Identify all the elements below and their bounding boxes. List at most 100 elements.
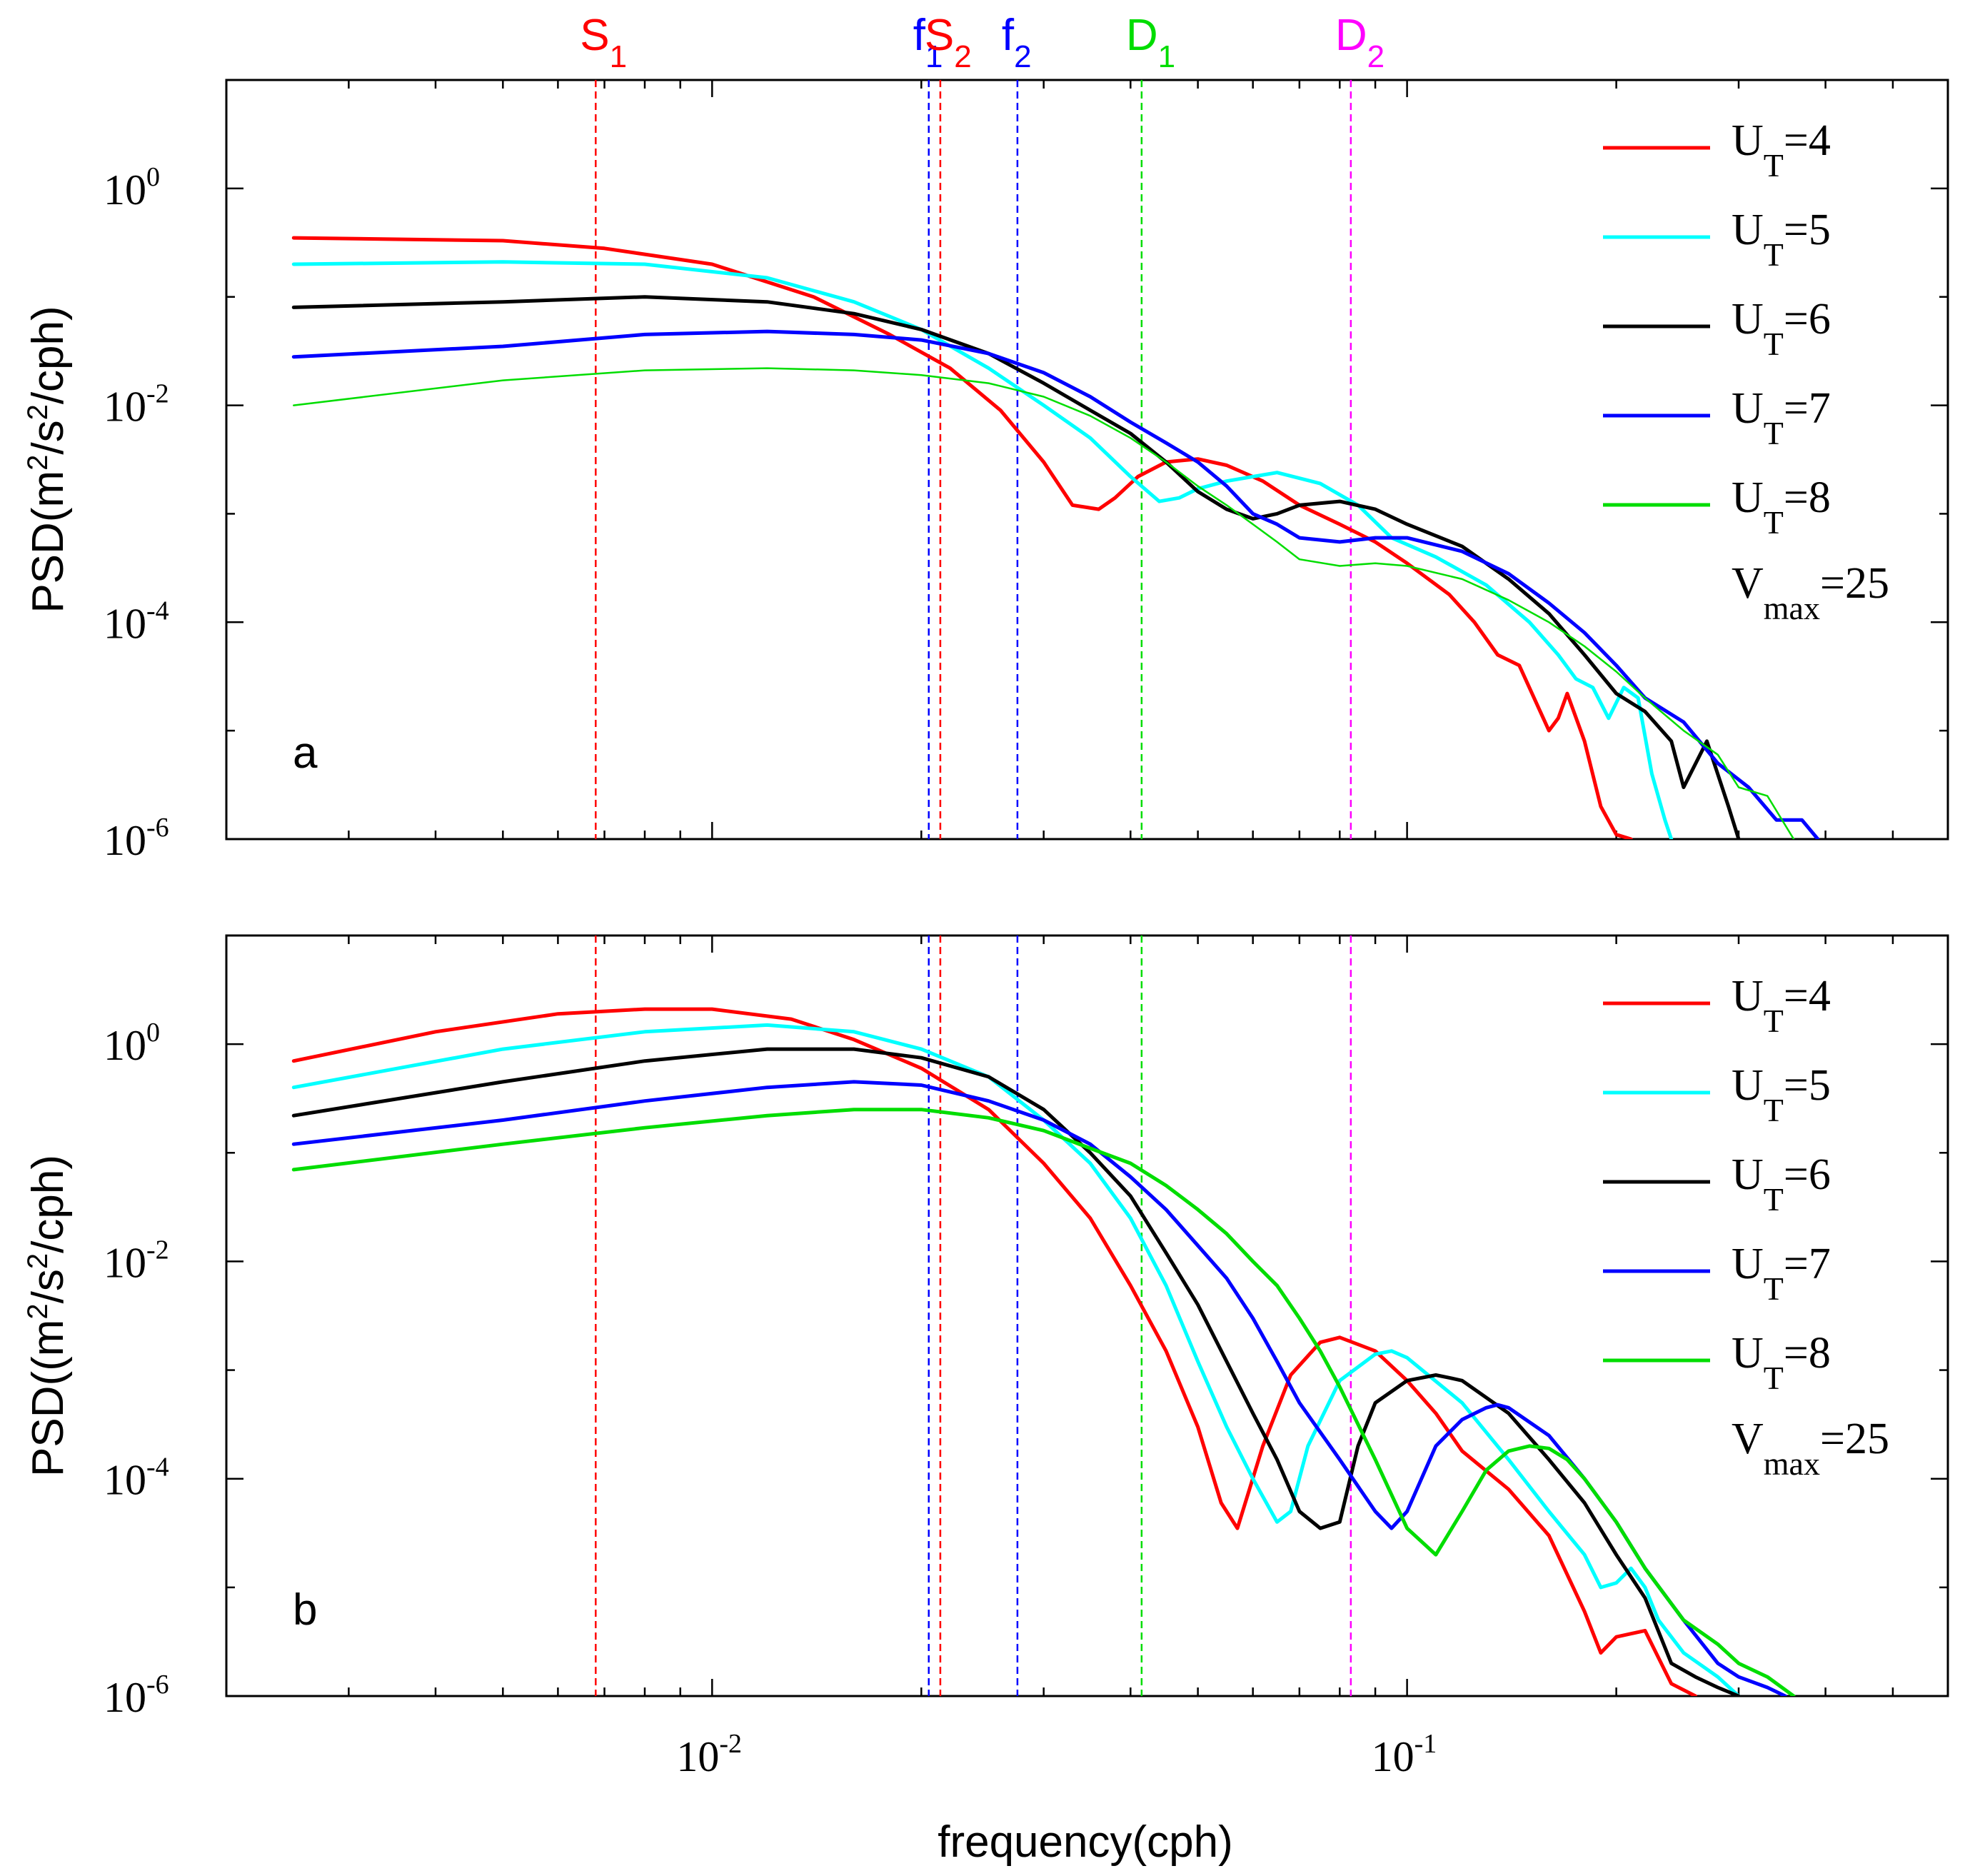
legend-rest: =7 bbox=[1784, 1240, 1831, 1288]
y-tick-label: 100 bbox=[104, 1018, 160, 1069]
vmax-main: V bbox=[1732, 559, 1764, 608]
ylabel-sup: 2 bbox=[22, 455, 54, 471]
reference-label-main: S bbox=[580, 11, 609, 60]
x-tick-label: 10-1 bbox=[1372, 1729, 1437, 1780]
ylabel-sup: 2 bbox=[22, 404, 54, 420]
x-axis-label: frequency(cph) bbox=[938, 1817, 1233, 1867]
x-tick-exponent: -1 bbox=[1414, 1729, 1437, 1759]
legend-main: U bbox=[1732, 1061, 1764, 1110]
vmax-annotation: Vmax=25 bbox=[1732, 559, 1889, 626]
legend-main: U bbox=[1732, 972, 1764, 1020]
y-tick-base: 10 bbox=[104, 1457, 146, 1504]
series-line-ut6 bbox=[291, 295, 1741, 839]
legend-main: U bbox=[1732, 116, 1764, 165]
ylabel-sup: 2 bbox=[22, 1303, 54, 1319]
legend-sub: T bbox=[1764, 415, 1784, 451]
legend-label-ut8: UT=8 bbox=[1732, 473, 1831, 541]
x-tick-label: 10-2 bbox=[676, 1729, 742, 1780]
ylabel-part: /s bbox=[24, 420, 73, 454]
ylabel-part: /s bbox=[24, 1269, 73, 1303]
legend-sub: T bbox=[1764, 1003, 1784, 1039]
legend-label-ut6: UT=6 bbox=[1732, 1150, 1831, 1218]
y-tick-base: 10 bbox=[104, 166, 146, 214]
y-tick-label: 10-4 bbox=[104, 596, 169, 647]
series-line-ut8 bbox=[293, 367, 1795, 839]
legend-label-ut4: UT=4 bbox=[1732, 972, 1831, 1039]
y-tick-exponent: 0 bbox=[146, 1018, 160, 1048]
series-line-ut5 bbox=[291, 260, 1674, 839]
vmax-main: V bbox=[1732, 1415, 1764, 1463]
y-tick-base: 10 bbox=[104, 1674, 146, 1721]
legend-main: U bbox=[1732, 1329, 1764, 1378]
y-tick-label: 100 bbox=[104, 162, 160, 214]
x-tick-exponent: -2 bbox=[719, 1729, 742, 1759]
plot-frame bbox=[225, 79, 1949, 841]
reference-label-d1: D1 bbox=[1126, 11, 1175, 74]
legend-main: U bbox=[1732, 206, 1764, 254]
y-tick-label: 10-2 bbox=[104, 379, 169, 431]
y-tick-exponent: -4 bbox=[146, 1453, 169, 1483]
y-tick-exponent: -6 bbox=[146, 813, 169, 843]
legend-label-ut5: UT=5 bbox=[1732, 206, 1831, 273]
legend-rest: =7 bbox=[1784, 384, 1831, 433]
y-tick-label: 10-6 bbox=[104, 1670, 169, 1721]
legend-sub: T bbox=[1764, 326, 1784, 362]
x-tick-base: 10 bbox=[1372, 1733, 1414, 1780]
reference-label-s1: S1 bbox=[580, 11, 627, 74]
reference-label-sub: 2 bbox=[954, 39, 971, 74]
legend-main: U bbox=[1732, 473, 1764, 522]
legend-sub: T bbox=[1764, 1092, 1784, 1128]
series-group bbox=[291, 1007, 1796, 1696]
legend-sub: T bbox=[1764, 1181, 1784, 1218]
vmax-sub: max bbox=[1764, 590, 1820, 626]
reference-label-main: S bbox=[925, 11, 954, 60]
legend-rest: =4 bbox=[1784, 116, 1831, 165]
reference-label-sub: 1 bbox=[925, 39, 943, 74]
ylabel-part: /cph) bbox=[24, 306, 73, 404]
legend-label-ut5: UT=5 bbox=[1732, 1061, 1831, 1128]
reference-label-sub: 2 bbox=[1014, 39, 1031, 74]
legend-sub: T bbox=[1764, 236, 1784, 273]
legend-main: U bbox=[1732, 295, 1764, 343]
legend-rest: =6 bbox=[1784, 1150, 1831, 1199]
reference-label-f1: f1 bbox=[913, 11, 943, 74]
y-tick-label: 10-6 bbox=[104, 813, 169, 864]
reference-label-sub: 1 bbox=[1158, 39, 1175, 74]
legend-main: U bbox=[1732, 1150, 1764, 1199]
legend-rest: =6 bbox=[1784, 295, 1831, 343]
y-tick-exponent: -2 bbox=[146, 379, 169, 409]
y-tick-base: 10 bbox=[104, 817, 146, 864]
legend-label-ut7: UT=7 bbox=[1732, 384, 1831, 451]
vmax-annotation: Vmax=25 bbox=[1732, 1415, 1889, 1482]
y-tick-base: 10 bbox=[104, 1022, 146, 1069]
legend-rest: =8 bbox=[1784, 1329, 1831, 1378]
ylabel-part: /cph) bbox=[24, 1155, 73, 1253]
legend-sub: T bbox=[1764, 1360, 1784, 1396]
y-tick-exponent: 0 bbox=[146, 162, 160, 192]
legend-main: U bbox=[1732, 1240, 1764, 1288]
series-line-ut7 bbox=[291, 1080, 1787, 1696]
legend-rest: =4 bbox=[1784, 972, 1831, 1020]
legend-label-ut6: UT=6 bbox=[1732, 295, 1831, 362]
legend-rest: =5 bbox=[1784, 206, 1831, 254]
vmax-rest: =25 bbox=[1820, 559, 1889, 608]
panel-letter: b bbox=[293, 1585, 317, 1635]
series-group bbox=[291, 236, 1820, 839]
x-tick-base: 10 bbox=[676, 1733, 719, 1780]
y-tick-base: 10 bbox=[104, 600, 146, 647]
legend-rest: =5 bbox=[1784, 1061, 1831, 1110]
series-line-ut7 bbox=[291, 329, 1820, 839]
reference-label-f2: f2 bbox=[1002, 11, 1032, 74]
y-axis-label: PSD(m2/s2/cph) bbox=[22, 306, 73, 613]
reference-label-main: D bbox=[1126, 11, 1158, 60]
plot-frame bbox=[225, 934, 1949, 1697]
legend-label-ut8: UT=8 bbox=[1732, 1329, 1831, 1396]
vmax-rest: =25 bbox=[1820, 1415, 1889, 1463]
reference-label-main: D bbox=[1335, 11, 1367, 60]
legend-sub: T bbox=[1764, 147, 1784, 184]
series-line-ut4 bbox=[291, 1007, 1697, 1696]
